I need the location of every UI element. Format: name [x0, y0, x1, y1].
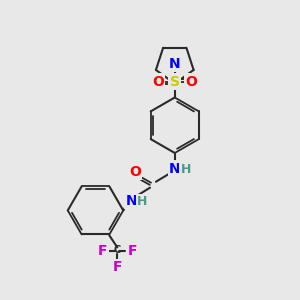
Text: N: N: [125, 194, 137, 208]
Text: O: O: [152, 75, 164, 88]
Text: F: F: [112, 260, 122, 274]
Text: N: N: [169, 162, 181, 176]
Text: O: O: [129, 165, 141, 179]
Text: H: H: [181, 163, 191, 176]
Text: F: F: [128, 244, 137, 258]
Text: F: F: [98, 244, 107, 258]
Text: N: N: [169, 57, 181, 71]
Text: C: C: [114, 245, 121, 255]
Text: S: S: [170, 75, 180, 88]
Text: H: H: [137, 195, 147, 208]
Text: O: O: [186, 75, 197, 88]
